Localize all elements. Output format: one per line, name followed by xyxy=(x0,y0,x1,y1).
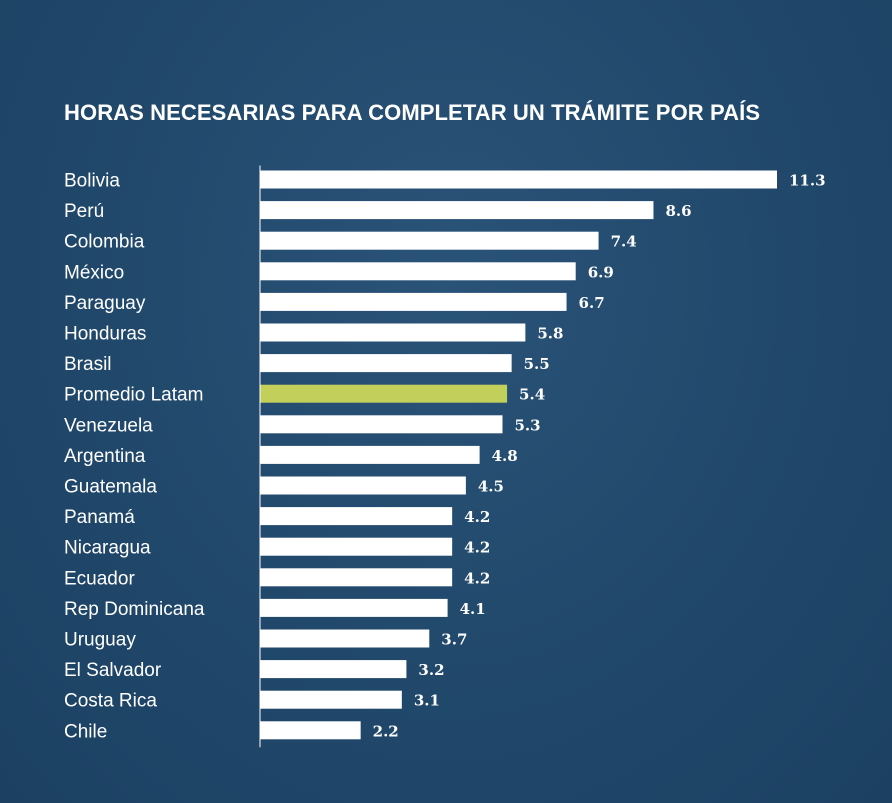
category-label-panama: Panamá xyxy=(64,507,135,528)
category-label-el-salvador: El Salvador xyxy=(64,660,162,681)
value-label-rep-dominicana: 4.1 xyxy=(460,600,486,618)
category-label-guatemala: Guatemala xyxy=(64,477,157,498)
value-label-guatemala: 4.5 xyxy=(478,478,504,496)
value-label-uruguay: 3.7 xyxy=(441,631,467,649)
bar-colombia xyxy=(260,231,599,250)
bar-uruguay xyxy=(260,629,430,648)
value-label-honduras: 5.8 xyxy=(537,325,563,343)
category-label-honduras: Honduras xyxy=(64,324,146,345)
category-label-uruguay: Uruguay xyxy=(64,630,136,651)
bar-rep-dominicana xyxy=(260,598,448,617)
bar-brasil xyxy=(260,354,512,373)
bar-el-salvador xyxy=(260,660,407,679)
value-label-bolivia: 11.3 xyxy=(789,172,826,190)
bar-nicaragua xyxy=(260,537,453,556)
bar-panama xyxy=(260,507,453,526)
value-label-venezuela: 5.3 xyxy=(514,416,540,434)
category-label-paraguay: Paraguay xyxy=(64,293,146,314)
bar-peru xyxy=(260,201,654,220)
value-label-panama: 4.2 xyxy=(464,508,490,526)
category-label-ecuador: Ecuador xyxy=(64,568,135,589)
bar-guatemala xyxy=(260,476,466,495)
value-label-argentina: 4.8 xyxy=(492,447,518,465)
value-label-chile: 2.2 xyxy=(373,722,399,740)
bar-honduras xyxy=(260,323,526,342)
category-label-rep-dominicana: Rep Dominicana xyxy=(64,599,205,620)
value-label-colombia: 7.4 xyxy=(611,233,637,251)
category-label-venezuela: Venezuela xyxy=(64,415,153,436)
value-label-nicaragua: 4.2 xyxy=(464,539,490,557)
value-label-mexico: 6.9 xyxy=(588,263,614,281)
bar-promedio-latam xyxy=(260,384,508,403)
category-label-mexico: México xyxy=(64,262,124,283)
category-label-colombia: Colombia xyxy=(64,232,145,253)
bar-ecuador xyxy=(260,568,453,587)
bar-costa-rica xyxy=(260,690,402,709)
bar-venezuela xyxy=(260,415,503,434)
value-label-paraguay: 6.7 xyxy=(579,294,605,312)
value-label-el-salvador: 3.2 xyxy=(418,661,444,679)
bar-mexico xyxy=(260,262,576,281)
value-label-promedio-latam: 5.4 xyxy=(519,386,545,404)
category-label-peru: Perú xyxy=(64,201,104,222)
value-label-ecuador: 4.2 xyxy=(464,569,490,587)
chart-title: HORAS NECESARIAS PARA COMPLETAR UN TRÁMI… xyxy=(64,100,761,125)
category-label-costa-rica: Costa Rica xyxy=(64,691,157,712)
bar-chile xyxy=(260,721,361,740)
category-label-promedio-latam: Promedio Latam xyxy=(64,385,203,406)
category-label-brasil: Brasil xyxy=(64,354,112,375)
category-label-bolivia: Bolivia xyxy=(64,171,120,192)
value-label-costa-rica: 3.1 xyxy=(414,692,440,710)
bar-bolivia xyxy=(260,170,777,189)
category-label-nicaragua: Nicaragua xyxy=(64,538,151,559)
category-label-chile: Chile xyxy=(64,721,107,742)
bar-argentina xyxy=(260,445,480,464)
value-label-brasil: 5.5 xyxy=(524,355,550,373)
bar-paraguay xyxy=(260,292,567,311)
category-label-argentina: Argentina xyxy=(64,446,146,467)
value-label-peru: 8.6 xyxy=(665,202,691,220)
